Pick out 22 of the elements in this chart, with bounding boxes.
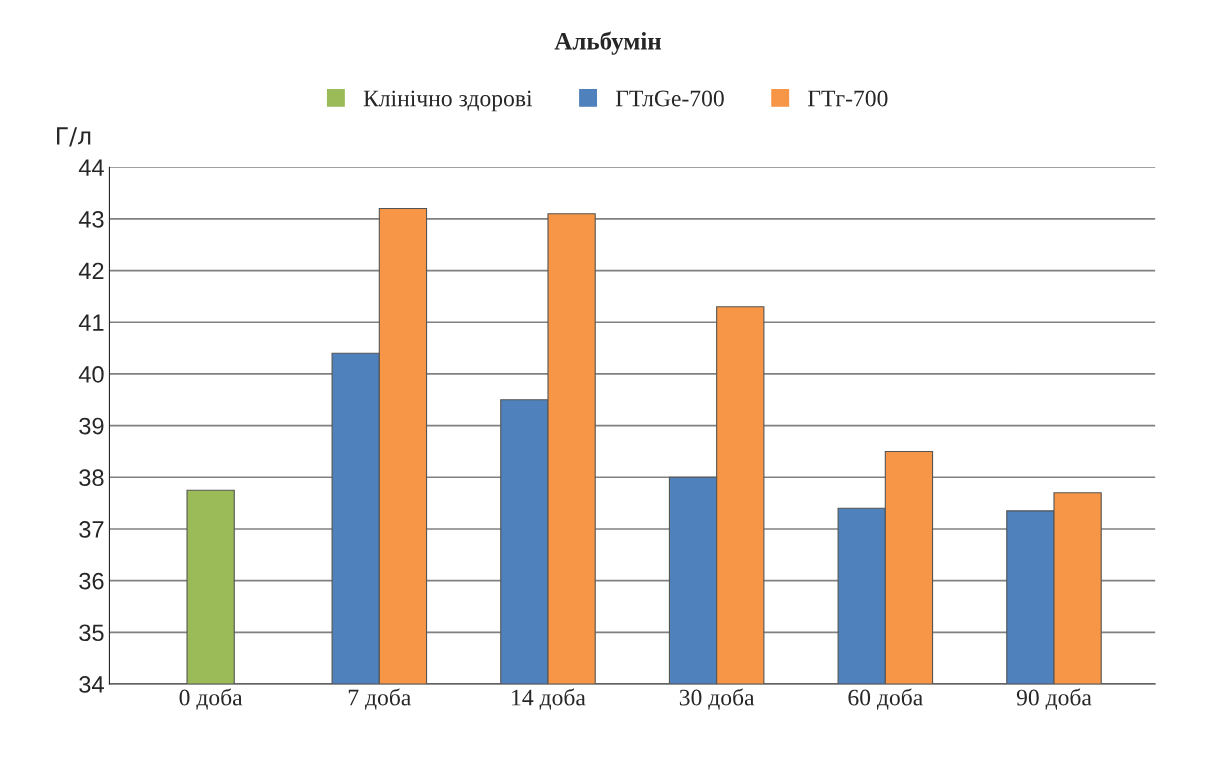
chart-title: Альбумін [554, 31, 662, 55]
x-tick-label: 7 доба [348, 688, 411, 710]
legend-label: Клінічно здорові [363, 90, 533, 112]
y-tick-label: 36 [79, 572, 104, 590]
y-tick-label: 40 [78, 365, 104, 383]
y-tick-label: 41 [78, 314, 104, 331]
y-tick-label: 42 [78, 262, 104, 280]
y-tick-label: 38 [79, 469, 104, 487]
x-tick-label: 0 доба [179, 688, 243, 710]
y-tick-label: 34 [79, 676, 104, 693]
x-tick-label: 30 доба [679, 688, 755, 710]
y-tick-label: 39 [79, 417, 104, 435]
legend-label: ГТг-700 [808, 90, 888, 107]
y-tick-label: 43 [78, 210, 104, 228]
y-tick-label: 37 [79, 521, 104, 538]
y-tick-label: 44 [78, 159, 104, 176]
x-tick-label: 90 доба [1016, 688, 1092, 710]
x-tick-label: 60 доба [848, 688, 923, 710]
legend-label: ГТлGe-700 [615, 90, 724, 107]
y-tick-label: 35 [79, 624, 104, 642]
y-axis-title: Г/л [57, 127, 91, 147]
x-tick-label: 14 доба [512, 688, 586, 710]
